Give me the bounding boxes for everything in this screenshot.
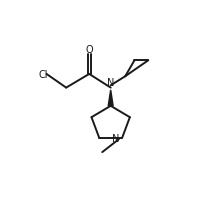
Text: N: N — [107, 77, 114, 87]
Text: Cl: Cl — [38, 70, 48, 80]
Polygon shape — [108, 90, 113, 106]
Text: N: N — [112, 134, 119, 144]
Text: O: O — [85, 45, 93, 55]
